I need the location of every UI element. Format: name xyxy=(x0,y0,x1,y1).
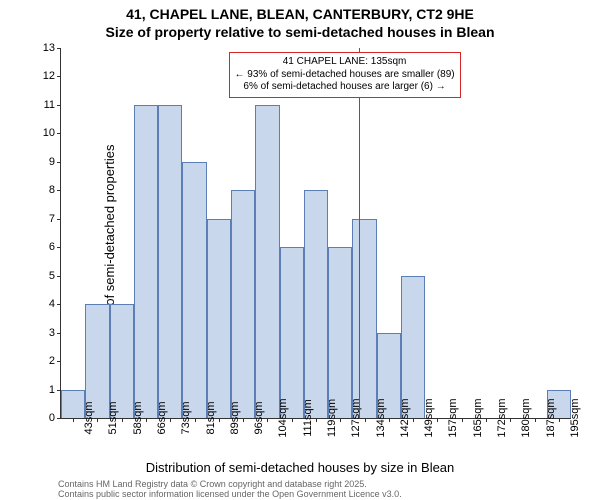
x-tick-label: 172sqm xyxy=(490,398,508,437)
histogram-bar xyxy=(134,105,158,418)
annotation-line: 6% of semi-detached houses are larger (6… xyxy=(235,81,455,94)
y-tick-mark xyxy=(57,133,61,134)
annotation-line: 41 CHAPEL LANE: 135sqm xyxy=(235,56,455,69)
x-tick-mark xyxy=(219,418,220,422)
histogram-bar xyxy=(328,247,352,418)
x-tick-label: 187sqm xyxy=(539,398,557,437)
y-tick-mark xyxy=(57,219,61,220)
x-tick-label: 96sqm xyxy=(247,401,265,434)
histogram-bar xyxy=(231,190,255,418)
y-tick-mark xyxy=(57,76,61,77)
plot-area: 01234567891011121343sqm51sqm58sqm66sqm73… xyxy=(60,48,571,419)
histogram-bar xyxy=(352,219,376,418)
x-tick-mark xyxy=(535,418,536,422)
x-tick-mark xyxy=(389,418,390,422)
y-tick-mark xyxy=(57,247,61,248)
x-tick-label: 142sqm xyxy=(393,398,411,437)
x-tick-label: 134sqm xyxy=(369,398,387,437)
y-tick-mark xyxy=(57,48,61,49)
attribution-line2: Contains public sector information licen… xyxy=(58,490,402,500)
x-tick-mark xyxy=(170,418,171,422)
x-tick-mark xyxy=(365,418,366,422)
x-tick-label: 73sqm xyxy=(174,401,192,434)
x-tick-mark xyxy=(73,418,74,422)
y-tick-mark xyxy=(57,162,61,163)
x-tick-mark xyxy=(195,418,196,422)
attribution-text: Contains HM Land Registry data © Crown c… xyxy=(58,480,402,500)
x-tick-mark xyxy=(510,418,511,422)
x-tick-mark xyxy=(97,418,98,422)
y-tick-mark xyxy=(57,190,61,191)
x-tick-mark xyxy=(316,418,317,422)
marker-annotation: 41 CHAPEL LANE: 135sqm← 93% of semi-deta… xyxy=(229,52,461,98)
marker-line xyxy=(359,48,361,418)
y-tick-mark xyxy=(57,276,61,277)
x-tick-label: 43sqm xyxy=(77,401,95,434)
y-tick-mark xyxy=(57,105,61,106)
x-tick-label: 111sqm xyxy=(296,399,314,437)
x-tick-label: 149sqm xyxy=(417,398,435,437)
x-tick-label: 104sqm xyxy=(271,398,289,437)
x-tick-mark xyxy=(462,418,463,422)
x-tick-label: 81sqm xyxy=(199,401,217,434)
y-tick-mark xyxy=(57,361,61,362)
histogram-bar xyxy=(255,105,279,418)
x-tick-mark xyxy=(340,418,341,422)
y-tick-mark xyxy=(57,418,61,419)
x-tick-label: 180sqm xyxy=(514,398,532,437)
x-tick-mark xyxy=(267,418,268,422)
x-tick-mark xyxy=(486,418,487,422)
x-tick-label: 165sqm xyxy=(466,398,484,437)
x-tick-mark xyxy=(243,418,244,422)
histogram-bar xyxy=(401,276,425,418)
x-tick-label: 119sqm xyxy=(320,399,338,437)
x-axis-label: Distribution of semi-detached houses by … xyxy=(0,460,600,475)
chart-title-line1: 41, CHAPEL LANE, BLEAN, CANTERBURY, CT2 … xyxy=(0,6,600,22)
histogram-bar xyxy=(304,190,328,418)
x-tick-label: 89sqm xyxy=(223,401,241,434)
x-tick-mark xyxy=(559,418,560,422)
y-tick-mark xyxy=(57,333,61,334)
x-tick-label: 51sqm xyxy=(101,401,119,434)
x-tick-mark xyxy=(122,418,123,422)
histogram-bar xyxy=(280,247,304,418)
histogram-bar xyxy=(182,162,206,418)
x-tick-mark xyxy=(292,418,293,422)
histogram-bar xyxy=(207,219,231,418)
x-tick-mark xyxy=(413,418,414,422)
x-tick-label: 58sqm xyxy=(126,401,144,434)
x-tick-mark xyxy=(146,418,147,422)
y-tick-mark xyxy=(57,304,61,305)
x-tick-label: 157sqm xyxy=(441,398,459,437)
x-tick-label: 195sqm xyxy=(563,398,581,437)
annotation-line: ← 93% of semi-detached houses are smalle… xyxy=(235,69,455,82)
x-tick-label: 66sqm xyxy=(150,401,168,434)
chart-title-line2: Size of property relative to semi-detach… xyxy=(0,24,600,40)
histogram-bar xyxy=(158,105,182,418)
chart-container: 41, CHAPEL LANE, BLEAN, CANTERBURY, CT2 … xyxy=(0,0,600,500)
x-tick-mark xyxy=(437,418,438,422)
